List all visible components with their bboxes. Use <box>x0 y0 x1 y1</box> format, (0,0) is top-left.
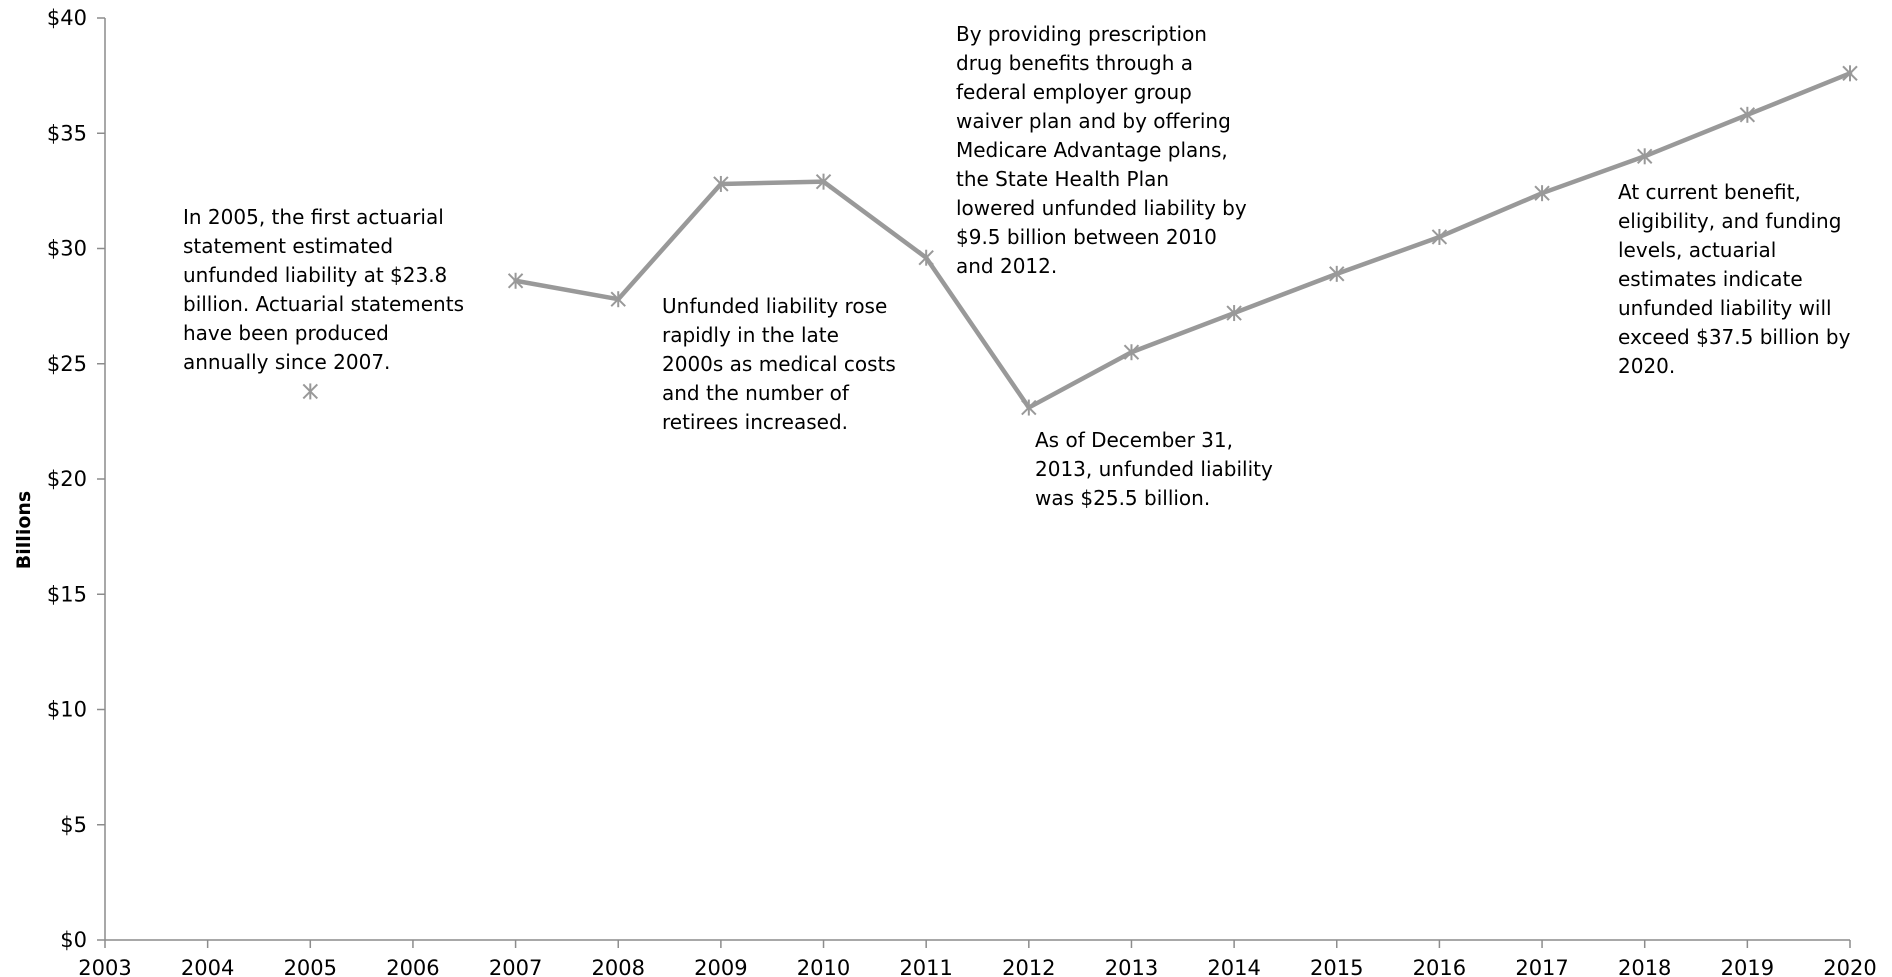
y-axis-title: Billions <box>13 491 35 569</box>
data-point-marker <box>1842 65 1858 82</box>
y-tick-label: $35 <box>47 121 87 145</box>
y-tick-label: $5 <box>60 813 87 837</box>
data-point-marker <box>610 291 626 308</box>
x-tick-label: 2017 <box>1515 956 1568 977</box>
series-line <box>513 71 1853 410</box>
data-point-marker <box>815 173 832 190</box>
x-tick-label: 2008 <box>592 956 645 977</box>
data-point-marker <box>1739 106 1756 123</box>
annotation-late-2000s: Unfunded liability rose rapidly in the l… <box>662 294 896 434</box>
annotation-2010-2012: By providing prescription drug benefits … <box>956 22 1247 278</box>
x-tick-label: 2012 <box>1002 956 1055 977</box>
y-tick-label: $20 <box>47 467 87 491</box>
data-point-marker <box>507 272 524 289</box>
annotation-2013: As of December 31, 2013, unfunded liabil… <box>1035 428 1273 510</box>
x-tick-label: 2018 <box>1618 956 1671 977</box>
y-tick-label: $0 <box>60 928 87 952</box>
data-point-marker <box>302 383 319 400</box>
x-tick-label: 2016 <box>1413 956 1466 977</box>
data-point-marker <box>918 249 934 266</box>
x-tick-label: 2007 <box>489 956 542 977</box>
x-tick-label: 2010 <box>797 956 850 977</box>
data-point-marker <box>1226 305 1242 322</box>
data-point-marker <box>1123 344 1140 361</box>
x-tick-label: 2014 <box>1207 956 1260 977</box>
data-point-marker <box>713 175 729 192</box>
x-tick-label: 2011 <box>899 956 952 977</box>
y-tick-label: $10 <box>47 698 87 722</box>
x-tick-label: 2004 <box>181 956 234 977</box>
data-points-layer <box>302 65 1858 416</box>
x-tick-label: 2020 <box>1823 956 1876 977</box>
data-point-marker <box>1636 148 1653 165</box>
x-tick-label: 2009 <box>694 956 747 977</box>
x-tick-label: 2005 <box>284 956 337 977</box>
y-tick-label: $30 <box>47 237 87 261</box>
data-point-marker <box>1021 399 1037 416</box>
x-tick-label: 2003 <box>78 956 131 977</box>
x-tick-label: 2015 <box>1310 956 1363 977</box>
x-axis-ticks: 2003 2004 2005 2006 2007 2008 2009 2010 2011 2012… <box>78 940 1877 977</box>
x-tick-label: 2006 <box>386 956 439 977</box>
data-point-marker <box>1534 185 1550 202</box>
y-tick-label: $25 <box>47 352 87 376</box>
y-tick-label: $15 <box>47 582 87 606</box>
x-tick-label: 2019 <box>1721 956 1774 977</box>
data-point-marker <box>1329 265 1345 282</box>
annotation-2005: In 2005, the first actuarial statement e… <box>183 205 464 374</box>
annotation-2020: At current benefit, eligibility, and fun… <box>1618 180 1851 378</box>
x-tick-label: 2013 <box>1105 956 1158 977</box>
y-tick-label: $40 <box>47 6 87 30</box>
y-axis-ticks: $0 $5 $10 $15 $20 $25 $30 $35 $40 <box>47 6 105 952</box>
series-layer <box>513 71 1853 410</box>
data-point-marker <box>1431 228 1448 245</box>
